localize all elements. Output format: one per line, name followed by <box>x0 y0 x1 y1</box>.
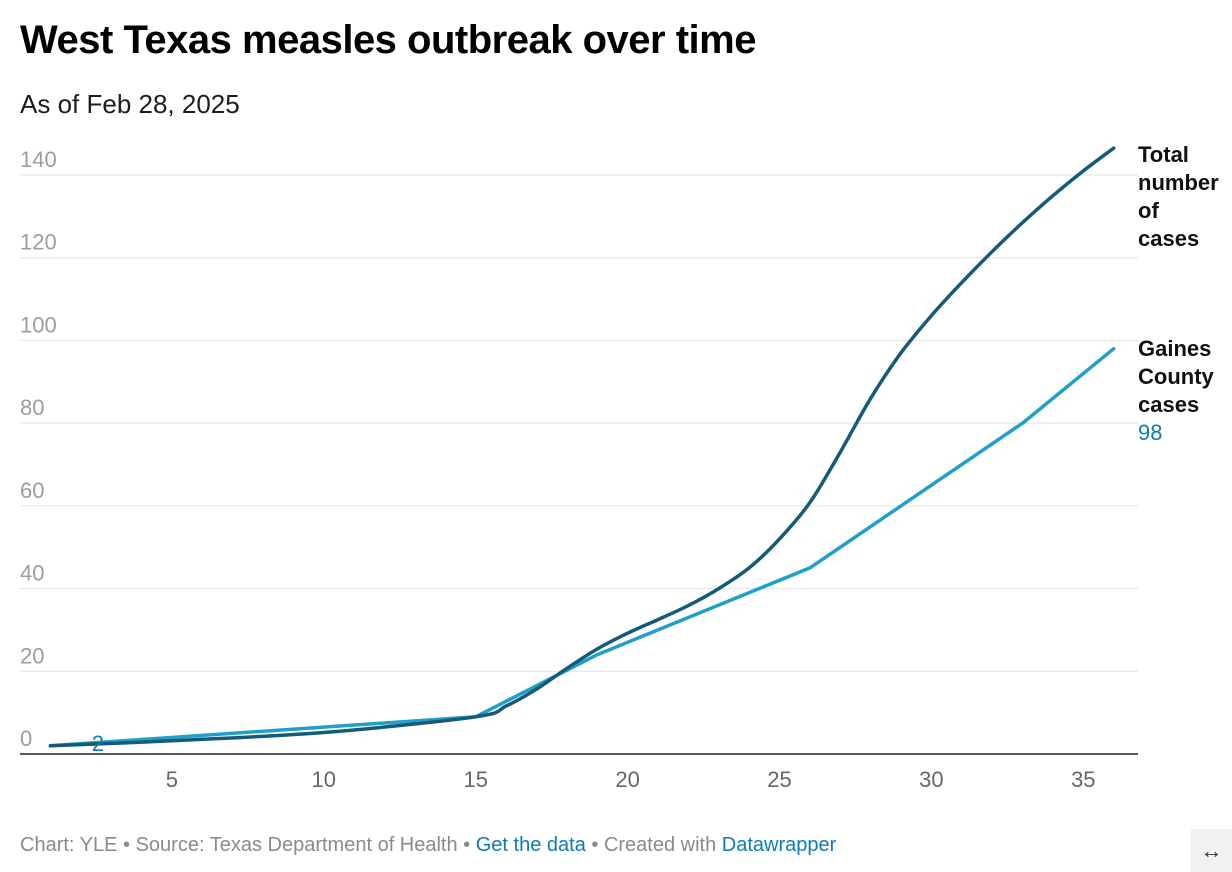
datawrapper-link[interactable]: Datawrapper <box>721 834 837 856</box>
series-line-gaines-county-cases <box>48 346 1116 748</box>
series-label-total-number-of-cases: of <box>1138 198 1159 223</box>
footer-separator: • <box>585 834 604 856</box>
y-tick-label: 0 <box>20 726 32 751</box>
grid-layer <box>20 174 1138 755</box>
end-value-label: 98 <box>1138 420 1162 445</box>
y-tick-label: 120 <box>20 230 57 255</box>
x-tick-label: 35 <box>1071 767 1095 792</box>
chart-title: West Texas measles outbreak over time <box>20 18 756 62</box>
expand-icon[interactable]: ↔ <box>1191 829 1232 872</box>
label-layer: 0 20 40 60 80 100 120 140 5 10 15 20 25 30 35 Total numb… <box>20 142 1219 792</box>
series-line-total-number-of-cases <box>48 146 1116 748</box>
y-tick-label: 80 <box>20 395 44 420</box>
y-tick-label: 100 <box>20 312 57 337</box>
y-tick-label: 40 <box>20 561 44 586</box>
start-value-label: 2 <box>92 731 104 756</box>
series-layer <box>48 146 1116 748</box>
x-tick-label: 5 <box>166 767 178 792</box>
y-tick-label: 60 <box>20 478 44 503</box>
get-the-data-link[interactable]: Get the data <box>475 834 586 856</box>
x-tick-label: 25 <box>767 767 791 792</box>
series-label-total-number-of-cases: cases <box>1138 226 1199 251</box>
series-label-total-number-of-cases: Total <box>1138 142 1189 167</box>
y-tick-label: 20 <box>20 643 44 668</box>
y-tick-label: 140 <box>20 147 57 172</box>
chart-footer: Chart: YLE • Source: Texas Department of… <box>20 834 836 857</box>
x-tick-label: 30 <box>919 767 943 792</box>
series-label-gaines-county-cases: Gaines <box>1138 336 1211 361</box>
x-tick-label: 15 <box>463 767 487 792</box>
footer-separator: • <box>457 834 476 856</box>
series-label-total-number-of-cases: number <box>1138 170 1219 195</box>
chart-subtitle: As of Feb 28, 2025 <box>20 89 240 119</box>
series-label-gaines-county-cases: County <box>1138 364 1215 389</box>
source-text: Source: Texas Department of Health <box>135 834 458 856</box>
footer-separator: • <box>117 834 136 856</box>
x-tick-label: 20 <box>615 767 639 792</box>
series-label-gaines-county-cases: cases <box>1138 392 1199 417</box>
created-with-text: Created with <box>603 834 722 856</box>
x-tick-label: 10 <box>312 767 336 792</box>
chart-credit: Chart: YLE <box>20 834 118 856</box>
